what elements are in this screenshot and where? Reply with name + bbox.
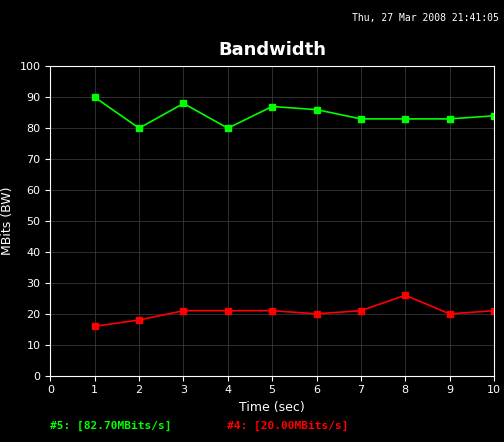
Text: #5: [82.70MBits/s]: #5: [82.70MBits/s]	[50, 421, 172, 431]
Title: Bandwidth: Bandwidth	[218, 41, 326, 59]
Y-axis label: MBits (BW): MBits (BW)	[1, 187, 14, 255]
Text: Thu, 27 Mar 2008 21:41:05: Thu, 27 Mar 2008 21:41:05	[352, 13, 499, 23]
Text: #4: [20.00MBits/s]: #4: [20.00MBits/s]	[227, 421, 348, 431]
X-axis label: Time (sec): Time (sec)	[239, 401, 305, 414]
